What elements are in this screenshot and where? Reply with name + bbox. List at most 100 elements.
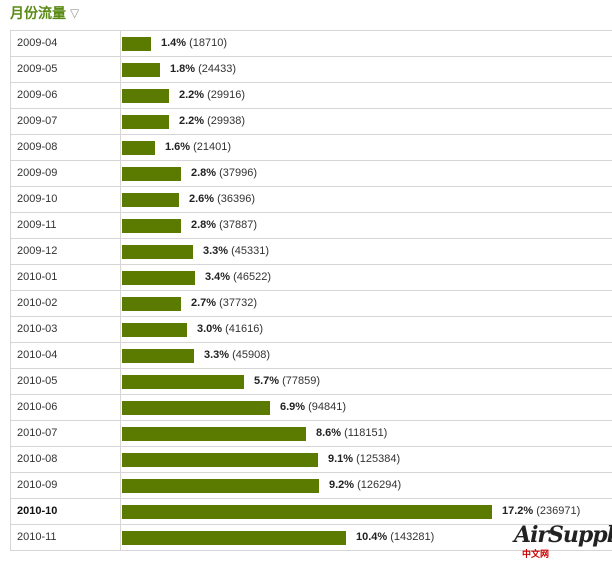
bar-value-label: 2.7% (37732) [191, 291, 257, 316]
bar-cell: 2.2% (29916) [122, 83, 612, 108]
count-value: (125384) [353, 453, 401, 465]
count-value: (36396) [214, 193, 256, 205]
percent-value: 6.9% [280, 401, 306, 413]
count-value: (18710) [186, 37, 228, 49]
count-value: (94841) [305, 401, 347, 413]
count-value: (37732) [216, 297, 258, 309]
month-label: 2009-10 [11, 187, 121, 212]
traffic-bar [122, 115, 169, 129]
traffic-bar [122, 453, 318, 467]
bar-value-label: 2.8% (37996) [191, 161, 257, 186]
traffic-bar [122, 271, 195, 285]
traffic-bar [122, 141, 155, 155]
bar-value-label: 3.3% (45331) [203, 239, 269, 264]
percent-value: 3.3% [204, 349, 230, 361]
bar-cell: 1.6% (21401) [122, 135, 612, 160]
count-value: (77859) [279, 375, 321, 387]
table-row: 2010-07 8.6% (118151) [10, 421, 612, 447]
table-row: 2009-11 2.8% (37887) [10, 213, 612, 239]
table-row: 2010-01 3.4% (46522) [10, 265, 612, 291]
percent-value: 2.7% [191, 297, 217, 309]
month-label: 2010-03 [11, 317, 121, 342]
bar-cell: 9.1% (125384) [122, 447, 612, 472]
percent-value: 9.2% [329, 479, 355, 491]
percent-value: 3.3% [203, 245, 229, 257]
bar-cell: 8.6% (118151) [122, 421, 612, 446]
table-row: 2009-06 2.2% (29916) [10, 83, 612, 109]
table-row: 2010-09 9.2% (126294) [10, 473, 612, 499]
month-label: 2009-04 [11, 31, 121, 56]
bar-value-label: 2.6% (36396) [189, 187, 255, 212]
month-label: 2009-08 [11, 135, 121, 160]
bar-value-label: 3.4% (46522) [205, 265, 271, 290]
bar-value-label: 8.6% (118151) [316, 421, 387, 446]
bar-cell: 10.4% (143281) [122, 525, 612, 550]
bar-cell: 3.0% (41616) [122, 317, 612, 342]
bar-cell: 1.4% (18710) [122, 31, 612, 56]
traffic-bar [122, 219, 181, 233]
section-header: 月份流量 ▽ [10, 2, 79, 24]
count-value: (37996) [216, 167, 258, 179]
table-row: 2010-10 17.2% (236971) [10, 499, 612, 525]
monthly-traffic-table: 2009-04 1.4% (18710) 2009-05 1.8% (24433) 20… [10, 30, 612, 551]
table-row: 2009-12 3.3% (45331) [10, 239, 612, 265]
collapse-toggle-icon[interactable]: ▽ [70, 6, 80, 20]
month-label: 2010-05 [11, 369, 121, 394]
traffic-bar [122, 89, 169, 103]
traffic-bar [122, 375, 244, 389]
traffic-bar [122, 531, 346, 545]
month-label: 2009-11 [11, 213, 121, 238]
section-title: 月份流量 [10, 6, 66, 22]
bar-value-label: 2.2% (29938) [179, 109, 245, 134]
bar-value-label: 2.2% (29916) [179, 83, 245, 108]
bar-cell: 9.2% (126294) [122, 473, 612, 498]
count-value: (29938) [204, 115, 246, 127]
traffic-bar [122, 349, 194, 363]
traffic-bar [122, 401, 270, 415]
bar-value-label: 3.3% (45908) [204, 343, 270, 368]
bar-cell: 6.9% (94841) [122, 395, 612, 420]
count-value: (24433) [195, 63, 237, 75]
traffic-bar [122, 297, 181, 311]
count-value: (41616) [222, 323, 264, 335]
traffic-bar [122, 193, 179, 207]
traffic-bar [122, 323, 187, 337]
table-row: 2009-04 1.4% (18710) [10, 31, 612, 57]
traffic-bar [122, 479, 319, 493]
bar-value-label: 1.6% (21401) [165, 135, 231, 160]
bar-value-label: 9.2% (126294) [329, 473, 401, 498]
month-label: 2010-10 [11, 499, 121, 524]
table-row: 2010-03 3.0% (41616) [10, 317, 612, 343]
table-row: 2009-09 2.8% (37996) [10, 161, 612, 187]
bar-cell: 2.6% (36396) [122, 187, 612, 212]
month-label: 2010-01 [11, 265, 121, 290]
month-label: 2010-11 [11, 525, 121, 550]
table-row: 2010-11 10.4% (143281) [10, 525, 612, 551]
traffic-bar [122, 167, 181, 181]
bar-value-label: 17.2% (236971) [502, 499, 580, 524]
bar-value-label: 1.4% (18710) [161, 31, 227, 56]
bar-cell: 3.3% (45331) [122, 239, 612, 264]
traffic-bar [122, 505, 492, 519]
traffic-bar [122, 245, 193, 259]
month-label: 2009-07 [11, 109, 121, 134]
bar-value-label: 6.9% (94841) [280, 395, 346, 420]
traffic-bar [122, 63, 160, 77]
percent-value: 17.2% [502, 505, 534, 517]
month-label: 2010-04 [11, 343, 121, 368]
percent-value: 1.6% [165, 141, 191, 153]
bar-cell: 2.7% (37732) [122, 291, 612, 316]
percent-value: 5.7% [254, 375, 280, 387]
count-value: (236971) [533, 505, 581, 517]
percent-value: 8.6% [316, 427, 342, 439]
count-value: (46522) [230, 271, 272, 283]
table-row: 2009-07 2.2% (29938) [10, 109, 612, 135]
count-value: (37887) [216, 219, 258, 231]
count-value: (143281) [387, 531, 435, 543]
percent-value: 2.2% [179, 89, 205, 101]
count-value: (45908) [229, 349, 271, 361]
month-label: 2009-09 [11, 161, 121, 186]
percent-value: 1.4% [161, 37, 187, 49]
watermark-text: AirSupply [514, 522, 612, 548]
bar-cell: 2.8% (37996) [122, 161, 612, 186]
